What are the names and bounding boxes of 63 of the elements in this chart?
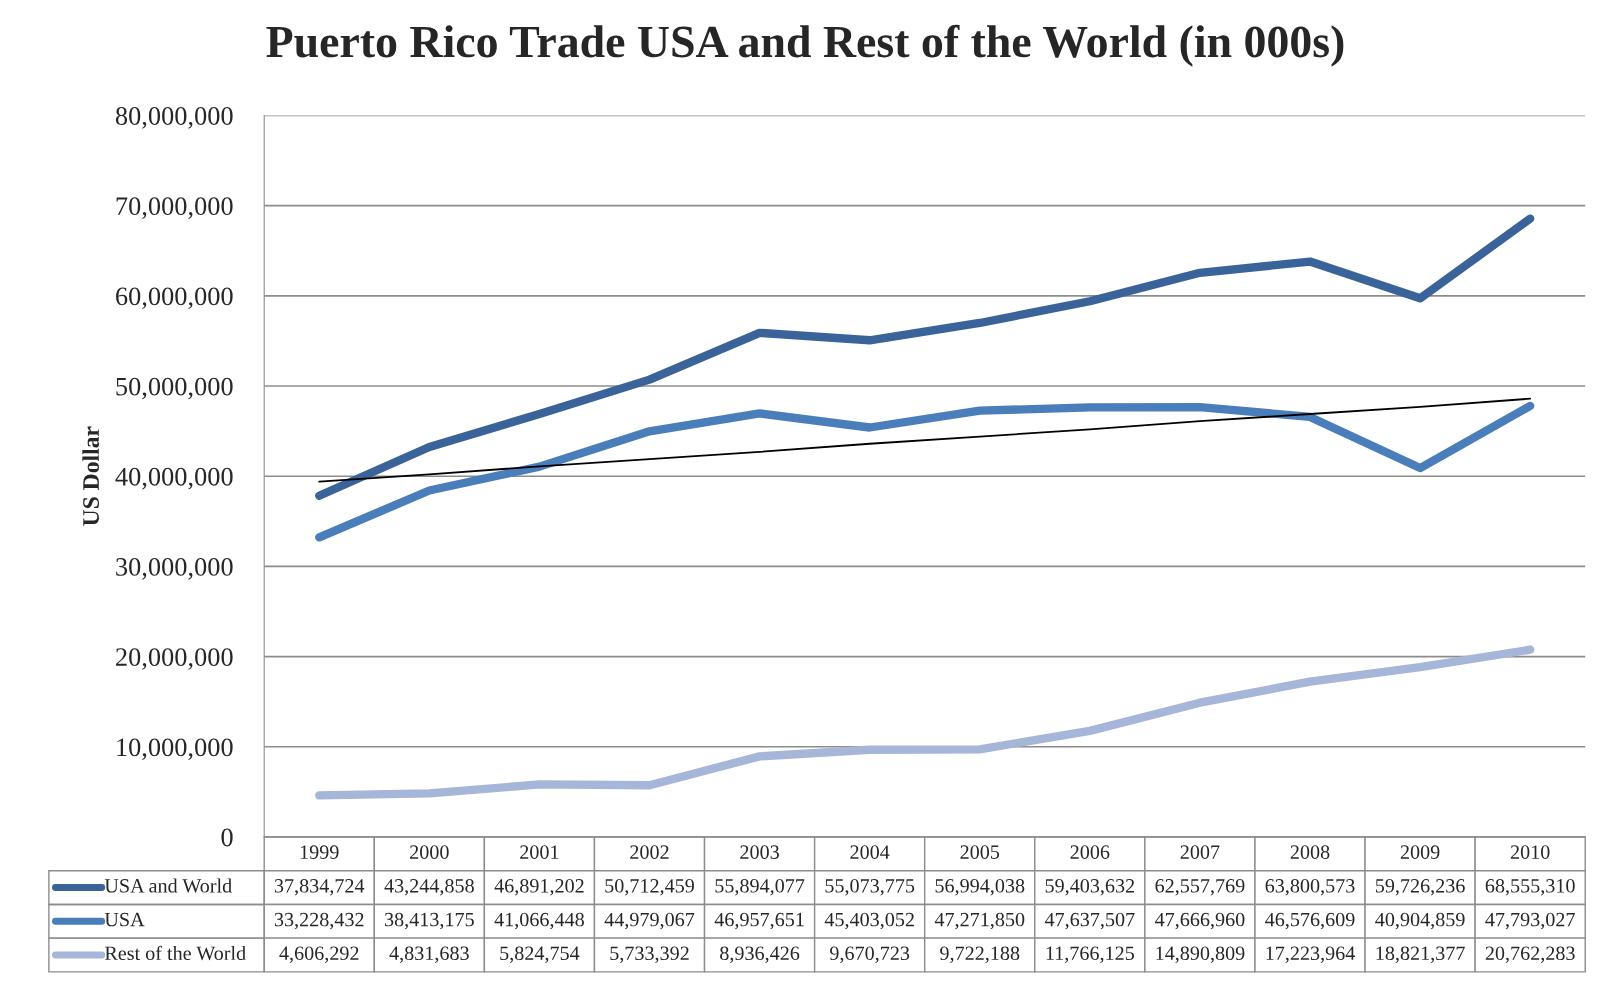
line-series <box>318 397 1532 483</box>
data-label: 46,576,609 <box>1265 912 1355 930</box>
data-label: 55,894,077 <box>715 879 805 896</box>
data-label: 9,670,723 <box>830 946 910 963</box>
x-tick-label: 1999 <box>300 845 339 859</box>
data-label: 14,890,809 <box>1156 946 1245 963</box>
data-label: 47,793,027 <box>1485 912 1575 930</box>
data-label: 4,831,683 <box>389 946 469 963</box>
y-axis-title: US Dollar <box>82 426 99 526</box>
data-label: 5,733,392 <box>610 946 689 963</box>
data-label: 5,824,754 <box>500 946 580 963</box>
legend-label: USA <box>104 912 145 927</box>
x-tick-label: 2004 <box>850 845 890 859</box>
data-label: 56,994,038 <box>935 879 1025 896</box>
data-label: 46,957,651 <box>714 912 804 930</box>
x-tick-label: 2009 <box>1400 845 1440 859</box>
data-label: 38,413,175 <box>384 912 474 930</box>
data-label: 55,073,775 <box>825 879 915 896</box>
x-tick-label: 2001 <box>520 845 559 859</box>
data-label: 20,762,283 <box>1485 946 1575 963</box>
x-tick-label: 2008 <box>1290 845 1330 859</box>
x-tick-label: 2003 <box>740 845 779 859</box>
data-label: 59,726,236 <box>1375 879 1465 896</box>
data-label: 9,722,188 <box>940 946 1020 963</box>
x-tick-label: 2010 <box>1510 845 1550 859</box>
data-label: 62,557,769 <box>1155 879 1245 896</box>
y-tick-label: 30,000,000 <box>116 558 233 580</box>
data-label: 59,403,632 <box>1045 879 1135 896</box>
y-tick-label: 10,000,000 <box>117 738 233 760</box>
data-label: 37,834,724 <box>274 879 365 896</box>
x-tick-label: 2002 <box>630 845 669 859</box>
data-label: 50,712,459 <box>605 879 694 896</box>
data-label: 68,555,310 <box>1485 879 1575 896</box>
x-tick-label: 2006 <box>1070 845 1110 859</box>
data-label: 45,403,052 <box>824 912 914 930</box>
data-label: 47,637,507 <box>1044 912 1135 930</box>
y-tick-label: 80,000,000 <box>115 107 233 129</box>
data-label: 4,606,292 <box>279 946 359 963</box>
data-label: 43,244,858 <box>384 879 474 896</box>
data-label: 40,904,859 <box>1375 912 1465 930</box>
data-label: 63,800,573 <box>1265 879 1355 896</box>
data-label: 47,271,850 <box>934 912 1025 930</box>
y-tick-label: 40,000,000 <box>115 467 233 490</box>
data-label: 17,223,964 <box>1266 946 1356 963</box>
data-label: 47,666,960 <box>1155 912 1245 930</box>
x-tick-label: 2005 <box>960 845 1000 859</box>
data-label: 46,891,202 <box>494 879 584 896</box>
x-tick-label: 2000 <box>410 845 449 859</box>
data-label: 18,821,377 <box>1376 946 1465 963</box>
x-tick-label: 2007 <box>1180 845 1220 859</box>
legend-label: Rest of the World <box>104 945 246 961</box>
data-label: 44,979,067 <box>604 912 695 930</box>
data-label: 41,066,448 <box>494 912 584 930</box>
data-label: 11,766,125 <box>1046 946 1134 963</box>
legend-label: USA and World <box>104 878 232 893</box>
y-tick-label: 20,000,000 <box>116 648 233 670</box>
data-label: 33,228,432 <box>274 912 364 930</box>
data-label: 8,936,426 <box>720 946 800 963</box>
y-tick-label: 50,000,000 <box>116 377 233 400</box>
chart-title: Puerto Rico Trade USA and Rest of the World (in 000s) <box>266 24 1344 67</box>
y-tick-label: 0 <box>221 828 233 847</box>
y-tick-label: 60,000,000 <box>116 287 233 310</box>
y-tick-label: 70,000,000 <box>116 197 233 219</box>
